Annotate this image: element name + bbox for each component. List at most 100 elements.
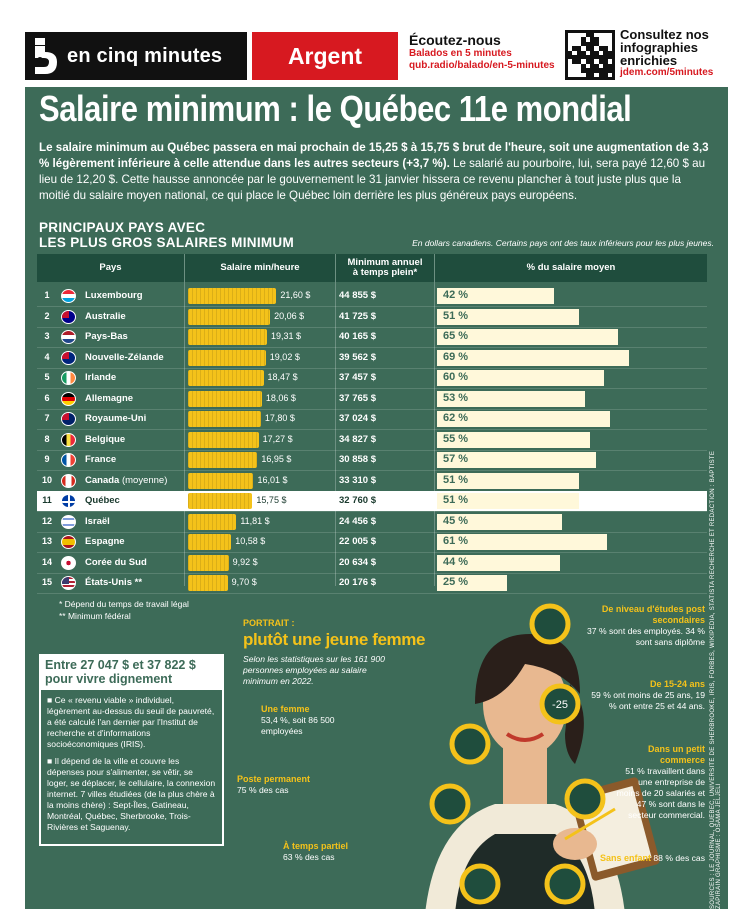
pct-label: 61 % (443, 535, 469, 547)
annual-value: 44 855 $ (339, 290, 376, 301)
table-section-title: PRINCIPAUX PAYS AVEC LES PLUS GROS SALAI… (39, 220, 294, 250)
annual-value: 39 562 $ (339, 351, 376, 363)
row-rank: 9 (44, 454, 50, 464)
row-separator (37, 326, 707, 328)
wage-label: 18,06 $ (265, 392, 296, 403)
consult-url[interactable]: jdem.com/5minutes (620, 67, 714, 78)
page-title: Salaire minimum : le Québec 11e mondial (39, 88, 632, 129)
pct-bar (437, 575, 507, 591)
annual-value: 22 005 $ (339, 536, 376, 547)
podcast-url[interactable]: qub.radio/balado/en-5-minutes (409, 60, 555, 71)
stat-femme: Une femme 53,4 %, soit 86 500 employées (261, 704, 371, 737)
wage-bar (188, 513, 237, 530)
flag-ca-icon (61, 473, 76, 488)
row-country: Israël (85, 515, 110, 527)
row-rank: 3 (44, 331, 50, 341)
pct-label: 55 % (443, 432, 469, 445)
table-row: 5 Irlande 18,47 $ 37 457 $ 60 % (37, 368, 707, 388)
annual-value: 37 024 $ (339, 413, 376, 424)
pct-bar (437, 534, 607, 550)
row-rank: 1 (44, 290, 50, 300)
pct-bar (437, 554, 560, 571)
flag-nz-icon (61, 350, 76, 365)
woman-illustration: -25 (425, 603, 660, 909)
table-row: 2 Australie 20,06 $ 41 725 $ 51 % (37, 307, 707, 327)
stat-femme-key: Une femme (261, 704, 310, 714)
intro-bold: Le salaire minimum au Québec passera en … (39, 141, 709, 170)
annual-value: 33 310 $ (339, 474, 376, 486)
stat-enfant-value: 88 % des cas (653, 853, 705, 863)
footnote-1: * Dépend du temps de travail légal (59, 599, 189, 609)
stat-age-key: De 15-24 ans (649, 679, 705, 689)
row-country: Luxembourg (85, 290, 143, 301)
consult-promo[interactable]: Consultez nos infographies enrichies jde… (620, 28, 728, 78)
row-rank: 14 (41, 556, 52, 567)
stat-age: De 15-24 ans 59 % ont moins de 25 ans, 19… (585, 679, 705, 712)
col-header-annuel-1: Minimum annuel (347, 257, 423, 268)
pct-label: 62 % (443, 412, 469, 424)
pct-bar (437, 431, 591, 448)
row-separator (37, 449, 707, 451)
table-row: 7 Royaume-Uni 17,80 $ 37 024 $ 62 % (37, 409, 707, 429)
table-row: 15 États-Unis ** 9,70 $ 20 176 $ 25 % (37, 573, 707, 593)
five-logo-icon (35, 38, 57, 74)
flag-es-icon (61, 535, 76, 549)
row-separator (37, 367, 707, 369)
flag-il-icon (61, 514, 76, 529)
living-wage-p2: ■ Il dépend de la ville et couvre les dé… (47, 756, 216, 832)
row-country: Belgique (85, 433, 126, 445)
pct-label: 51 % (443, 494, 469, 506)
wage-bar (188, 554, 229, 571)
annual-value: 24 456 $ (339, 515, 376, 527)
pct-bar (437, 411, 610, 427)
wage-bar (188, 431, 259, 448)
footnote-2: ** Minimum fédéral (59, 611, 131, 621)
wage-bar (188, 390, 262, 407)
row-separator (37, 552, 707, 553)
wage-bar (188, 575, 228, 591)
living-wage-p1: ■ Ce « revenu viable » individuel, légèr… (47, 695, 215, 749)
pct-label: 65 % (443, 330, 469, 342)
col-divider (184, 254, 185, 586)
living-wage-body: ■ Ce « revenu viable » individuel, légèr… (39, 690, 224, 846)
wage-bar (188, 308, 271, 325)
table-row: 10 Canada (moyenne) 16,01 $ 33 310 $ 51 % (37, 471, 707, 491)
wage-bar (188, 452, 258, 468)
flag-de-icon (61, 391, 76, 406)
row-rank: 7 (44, 413, 50, 423)
living-wage-box: Entre 27 047 $ et 37 822 $ pour vivre di… (39, 654, 224, 854)
qr-code-icon[interactable] (565, 30, 615, 80)
stat-partiel-key: À temps partiel (283, 841, 349, 851)
pct-bar (437, 329, 619, 345)
stat-etudes-key: De niveau d'études post secondaires (601, 604, 705, 625)
wage-label: 19,02 $ (269, 351, 300, 362)
wage-bar (188, 493, 253, 509)
flag-us-icon (61, 576, 76, 590)
stat-etudes: De niveau d'études post secondaires 37 % … (585, 604, 705, 648)
brand-logo[interactable]: en cinq minutes (25, 32, 247, 80)
portrait-kicker: PORTRAIT : (243, 618, 295, 628)
row-separator (37, 347, 707, 348)
stat-partiel: À temps partiel 63 % des cas (283, 841, 383, 863)
row-country: Nouvelle-Zélande (85, 351, 164, 363)
row-country: Québec (85, 495, 120, 506)
portrait-sub: Selon les statistiques sur les 161 900 p… (243, 654, 385, 686)
row-rank: 11 (42, 495, 52, 505)
pct-bar (437, 349, 630, 366)
wage-bar (188, 370, 264, 386)
row-separator (37, 531, 707, 533)
row-separator (37, 511, 707, 512)
row-country: Allemagne (85, 392, 134, 404)
sources: SOURCES : LE JOURNAL, QUÉBEC, UNIVERSITÉ… (710, 450, 722, 909)
wage-bar (188, 349, 266, 366)
top-header: en cinq minutes Argent Écoutez-nous Bala… (25, 24, 728, 87)
section-tag[interactable]: Argent (252, 32, 398, 80)
table-row: 13 Espagne 10,58 $ 22 005 $ 61 % (37, 532, 707, 552)
row-country: Australie (85, 310, 126, 322)
table-row: 14 Corée du Sud 9,92 $ 20 634 $ 44 % (37, 553, 707, 573)
stat-partiel-value: 63 % des cas (283, 852, 335, 862)
flag-be-icon (61, 432, 76, 447)
stat-poste-value: 75 % des cas (237, 785, 289, 795)
pct-bar (437, 452, 596, 468)
podcast-promo[interactable]: Écoutez-nous Balados en 5 minutes qub.ra… (409, 32, 559, 80)
